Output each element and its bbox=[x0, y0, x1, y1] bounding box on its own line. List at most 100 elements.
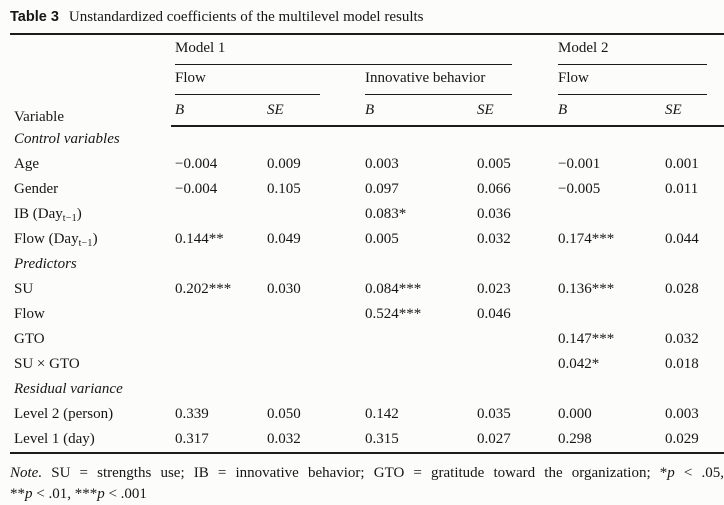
cell-value: −0.001 bbox=[558, 156, 601, 172]
cell-value bbox=[473, 327, 554, 352]
cell-value: 0.046 bbox=[477, 306, 511, 322]
column-header-b: B bbox=[171, 95, 263, 127]
section-row-residual-variance: Residual variance bbox=[10, 377, 724, 402]
table-header: Variable Model 1 Model 2 Flow Innovative… bbox=[10, 34, 724, 127]
row-label: Age bbox=[14, 156, 39, 172]
cell-value bbox=[263, 352, 361, 377]
cell-value: 0.298 bbox=[558, 431, 592, 447]
cell-value bbox=[361, 327, 473, 352]
cell-value: 0.003 bbox=[665, 406, 699, 422]
cell-value: 0.035 bbox=[477, 406, 511, 422]
multilevel-results-table: Variable Model 1 Model 2 Flow Innovative… bbox=[10, 33, 724, 454]
cell-value: 0.105 bbox=[267, 181, 301, 197]
cell-value: 0.049 bbox=[267, 231, 301, 247]
cell-value: 0.044 bbox=[665, 231, 699, 247]
spanner-model1-flow: Flow bbox=[171, 65, 361, 95]
cell-value: 0.032 bbox=[477, 231, 511, 247]
cell-value bbox=[554, 202, 661, 227]
table-row-age: Age −0.004 0.009 0.003 0.005 −0.001 0.00… bbox=[10, 152, 724, 177]
table-row-flow: Flow 0.524*** 0.046 bbox=[10, 302, 724, 327]
cell-value: 0.032 bbox=[665, 331, 699, 347]
spanner-model2: Model 2 bbox=[554, 34, 724, 65]
column-header-variable: Variable bbox=[14, 109, 64, 125]
cell-value: 0.036 bbox=[477, 206, 511, 222]
cell-value: 0.009 bbox=[267, 156, 301, 172]
cell-value: 0.005 bbox=[365, 231, 399, 247]
row-label: Level 2 (person) bbox=[14, 406, 114, 422]
cell-value: 0.042* bbox=[558, 356, 600, 372]
column-header-se: SE bbox=[473, 95, 555, 127]
row-label: SU bbox=[14, 281, 34, 297]
row-label: Gender bbox=[14, 181, 59, 197]
spanner-model1-flow-label: Flow bbox=[175, 70, 320, 95]
row-label: Flow (Dayt−1) bbox=[14, 230, 98, 249]
cell-value bbox=[171, 302, 263, 327]
cell-value bbox=[171, 327, 263, 352]
table-row-su: SU 0.202*** 0.030 0.084*** 0.023 0.136**… bbox=[10, 277, 724, 302]
cell-value: 0.030 bbox=[267, 281, 301, 297]
spanner-innovative-behavior-label: Innovative behavior bbox=[365, 70, 513, 95]
cell-value: 0.339 bbox=[175, 406, 209, 422]
cell-value: 0.144** bbox=[175, 231, 224, 247]
cell-value: 0.032 bbox=[267, 431, 301, 447]
cell-value: −0.005 bbox=[558, 181, 601, 197]
table-body: Control variables Age −0.004 0.009 0.003… bbox=[10, 126, 724, 453]
table-row-gender: Gender −0.004 0.105 0.097 0.066 −0.005 0… bbox=[10, 177, 724, 202]
cell-value: 0.097 bbox=[365, 181, 399, 197]
column-header-se: SE bbox=[661, 95, 724, 127]
cell-value bbox=[263, 302, 361, 327]
spanner-model2-flow-label: Flow bbox=[558, 70, 708, 95]
cell-value bbox=[171, 352, 263, 377]
cell-value: 0.066 bbox=[477, 181, 511, 197]
row-label: Flow bbox=[14, 306, 45, 322]
cell-value bbox=[263, 202, 361, 227]
table-note-line1: Note. SU = strengths use; IB = innovativ… bbox=[10, 465, 724, 481]
table-row-gto: GTO 0.147*** 0.032 bbox=[10, 327, 724, 352]
cell-value: 0.142 bbox=[365, 406, 399, 422]
cell-value bbox=[171, 202, 263, 227]
cell-value bbox=[554, 302, 661, 327]
subscript: t−1 bbox=[62, 212, 77, 224]
table-row-ib-lag: IB (Dayt−1) 0.083* 0.036 bbox=[10, 202, 724, 227]
cell-value: 0.524*** bbox=[365, 306, 422, 322]
cell-value bbox=[473, 352, 554, 377]
cell-value: −0.004 bbox=[175, 156, 218, 172]
spanner-model1: Model 1 bbox=[171, 34, 554, 65]
section-row-predictors: Predictors bbox=[10, 252, 724, 277]
table-note-line2: **p < .01, ***p < .001 bbox=[10, 486, 147, 502]
table-caption-text: Unstandardized coefficients of the multi… bbox=[68, 9, 424, 25]
spanner-model2-label: Model 2 bbox=[558, 40, 708, 65]
table-note: Note. SU = strengths use; IB = innovativ… bbox=[10, 463, 724, 505]
cell-value bbox=[361, 352, 473, 377]
spanner-model1-label: Model 1 bbox=[175, 40, 513, 65]
row-label: GTO bbox=[14, 331, 45, 347]
cell-value: 0.023 bbox=[477, 281, 511, 297]
cell-value: 0.084*** bbox=[365, 281, 422, 297]
cell-value: 0.001 bbox=[665, 156, 699, 172]
cell-value: 0.147*** bbox=[558, 331, 615, 347]
cell-value: 0.011 bbox=[665, 181, 699, 197]
section-label: Predictors bbox=[14, 256, 77, 272]
cell-value: 0.315 bbox=[365, 431, 399, 447]
cell-value: 0.003 bbox=[365, 156, 399, 172]
table-caption: Table 3 Unstandardized coefficients of th… bbox=[10, 8, 724, 27]
cell-value: 0.029 bbox=[665, 431, 699, 447]
row-label: Level 1 (day) bbox=[14, 431, 95, 447]
note-label: Note. bbox=[10, 465, 43, 481]
cell-value: 0.028 bbox=[665, 281, 699, 297]
table-row-level2-person: Level 2 (person) 0.339 0.050 0.142 0.035… bbox=[10, 402, 724, 427]
cell-value bbox=[661, 202, 724, 227]
section-row-control-variables: Control variables bbox=[10, 126, 724, 152]
section-label: Control variables bbox=[14, 131, 120, 147]
cell-value: −0.004 bbox=[175, 181, 218, 197]
subscript: t−1 bbox=[78, 237, 93, 249]
column-header-se: SE bbox=[263, 95, 361, 127]
cell-value: 0.083* bbox=[365, 206, 407, 222]
cell-value bbox=[661, 302, 724, 327]
column-header-b: B bbox=[554, 95, 662, 127]
cell-value: 0.202*** bbox=[175, 281, 232, 297]
table-row-flow-lag: Flow (Dayt−1) 0.144** 0.049 0.005 0.032 … bbox=[10, 227, 724, 252]
column-header-b: B bbox=[361, 95, 473, 127]
table-number-label: Table 3 bbox=[10, 9, 59, 25]
